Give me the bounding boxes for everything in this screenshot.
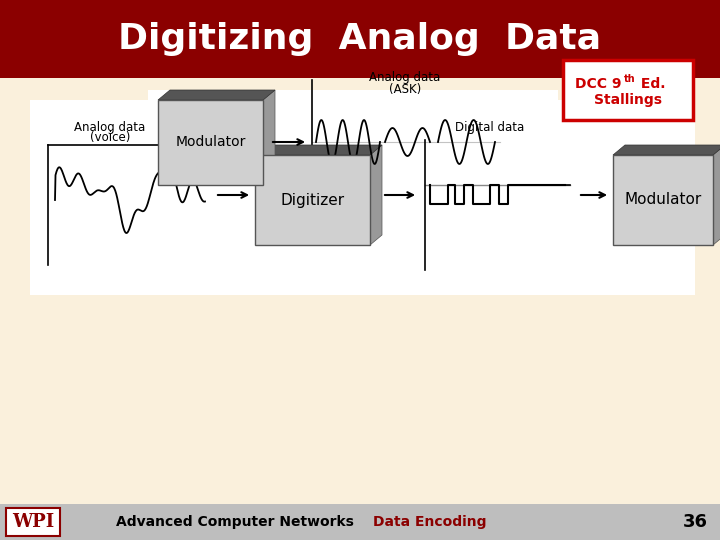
Text: Stallings: Stallings bbox=[594, 93, 662, 107]
Polygon shape bbox=[370, 145, 382, 245]
Text: Modulator: Modulator bbox=[175, 136, 246, 150]
FancyBboxPatch shape bbox=[0, 0, 720, 78]
Polygon shape bbox=[263, 90, 275, 185]
FancyBboxPatch shape bbox=[563, 60, 693, 120]
Polygon shape bbox=[255, 145, 382, 155]
Text: Data Encoding: Data Encoding bbox=[373, 515, 487, 529]
FancyBboxPatch shape bbox=[0, 504, 720, 540]
FancyBboxPatch shape bbox=[613, 155, 713, 245]
Text: DCC 9: DCC 9 bbox=[575, 77, 621, 91]
Text: Digitizer: Digitizer bbox=[280, 192, 345, 207]
FancyBboxPatch shape bbox=[148, 90, 558, 205]
Polygon shape bbox=[613, 145, 720, 155]
FancyBboxPatch shape bbox=[255, 155, 370, 245]
Text: (voice): (voice) bbox=[90, 132, 130, 145]
FancyBboxPatch shape bbox=[158, 100, 263, 185]
FancyBboxPatch shape bbox=[6, 508, 60, 536]
FancyBboxPatch shape bbox=[30, 100, 695, 295]
Text: Analog data: Analog data bbox=[369, 71, 441, 84]
Polygon shape bbox=[713, 145, 720, 245]
Text: Ed.: Ed. bbox=[636, 77, 665, 91]
Text: (ASK): (ASK) bbox=[389, 84, 421, 97]
Polygon shape bbox=[158, 90, 275, 100]
Text: Advanced Computer Networks: Advanced Computer Networks bbox=[116, 515, 354, 529]
Text: Modulator: Modulator bbox=[624, 192, 701, 207]
Text: Analog data: Analog data bbox=[74, 120, 145, 133]
Text: th: th bbox=[624, 74, 636, 84]
Text: WPI: WPI bbox=[12, 513, 54, 531]
Text: Digitizing  Analog  Data: Digitizing Analog Data bbox=[118, 22, 602, 56]
Text: 36: 36 bbox=[683, 513, 708, 531]
Text: Digital data: Digital data bbox=[455, 120, 525, 133]
